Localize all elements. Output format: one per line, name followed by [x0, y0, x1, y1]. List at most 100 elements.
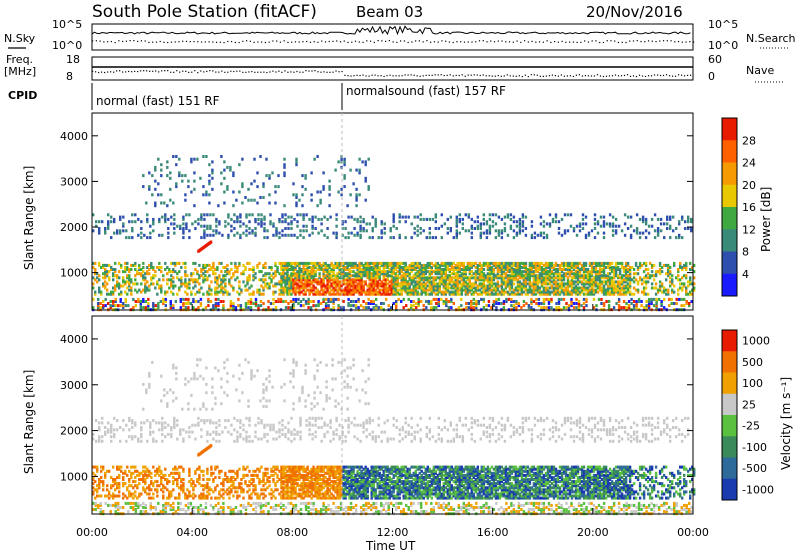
nsearch-point [92, 40, 94, 42]
power-cell [522, 290, 526, 294]
power-cell [566, 292, 570, 296]
power-cell [104, 280, 107, 284]
power-cell [302, 263, 305, 267]
power-cell [322, 290, 325, 294]
power-cell [575, 224, 579, 228]
power-cell [673, 263, 676, 267]
nave-point [506, 74, 508, 76]
power-cell [572, 280, 576, 284]
power-cell [556, 292, 560, 296]
power-cell [588, 288, 592, 292]
power-cell [229, 306, 233, 310]
power-cell [346, 276, 349, 280]
power-cell [476, 266, 479, 269]
power-cell [446, 231, 449, 235]
nave-point [98, 71, 100, 74]
velocity-cell [212, 508, 215, 511]
power-cell [452, 236, 455, 240]
power-cell [442, 302, 445, 305]
power-cell [114, 261, 117, 265]
power-cell [560, 217, 564, 221]
power-cell [681, 288, 684, 292]
power-cell [368, 292, 371, 296]
nave-point [383, 75, 385, 78]
power-cell [288, 261, 291, 265]
power-cell [302, 297, 305, 301]
power-cell [604, 290, 608, 294]
power-cell [652, 263, 656, 267]
power-cell [320, 284, 323, 288]
power-cell [386, 292, 389, 296]
power-cell [608, 263, 612, 267]
power-cell [295, 163, 298, 167]
power-cell [577, 306, 581, 310]
power-cell [320, 278, 323, 282]
power-cell [354, 263, 357, 267]
power-cell [338, 288, 341, 292]
power-cell [263, 227, 266, 230]
power-cell [522, 282, 526, 286]
power-cell [160, 266, 163, 269]
power-cell [311, 227, 314, 230]
power-cell [364, 292, 367, 296]
power-cell [94, 278, 97, 282]
power-cell [450, 263, 453, 267]
nsearch-point [178, 41, 180, 43]
power-cell [178, 288, 181, 292]
power-cell [470, 304, 473, 308]
power-cell [296, 220, 299, 224]
power-cell [608, 282, 612, 286]
power-cell [328, 292, 331, 296]
power-cell [128, 280, 131, 284]
power-cell [332, 274, 335, 278]
power-cell [402, 284, 405, 288]
power-cell [392, 292, 395, 296]
power-cell [126, 261, 129, 265]
power-cell [109, 304, 112, 308]
power-cell [332, 290, 335, 294]
power-cell [402, 286, 405, 290]
power-cell [522, 261, 526, 265]
power-cell [510, 268, 514, 271]
power-cell [524, 286, 528, 290]
power-cell [530, 270, 534, 274]
power-cell [456, 282, 459, 286]
nave-point [629, 75, 632, 77]
power-cell [360, 278, 363, 282]
power-cell [616, 274, 620, 278]
power-cell [328, 274, 331, 278]
power-cell [214, 302, 218, 305]
power-cell [546, 263, 550, 267]
power-cell [677, 278, 680, 282]
power-cell [500, 302, 503, 305]
power-cell [622, 290, 626, 294]
power-cell [262, 274, 265, 278]
power-cell [582, 272, 586, 276]
power-cell [230, 268, 233, 271]
power-cell [642, 290, 646, 294]
power-cell [461, 217, 464, 221]
power-cell [606, 280, 610, 284]
power-cell [552, 280, 556, 284]
power-cell [184, 284, 187, 288]
nsearch-point [685, 41, 687, 43]
power-cell [287, 215, 290, 219]
power-cell [650, 282, 654, 286]
power-cell [209, 300, 213, 303]
power-cell [104, 272, 107, 276]
power-cell [294, 300, 298, 303]
power-cell [592, 284, 596, 288]
nsearch-point [550, 41, 552, 44]
power-cell [158, 286, 161, 290]
power-cell [286, 280, 289, 284]
power-cell [436, 270, 439, 274]
power-cell [400, 280, 403, 284]
power-cell [496, 261, 500, 265]
power-cell [522, 266, 526, 269]
power-cell [474, 290, 477, 294]
nsearch-point [403, 40, 405, 42]
power-cell [502, 302, 506, 305]
nave-point [413, 74, 415, 76]
power-cell [304, 268, 307, 271]
